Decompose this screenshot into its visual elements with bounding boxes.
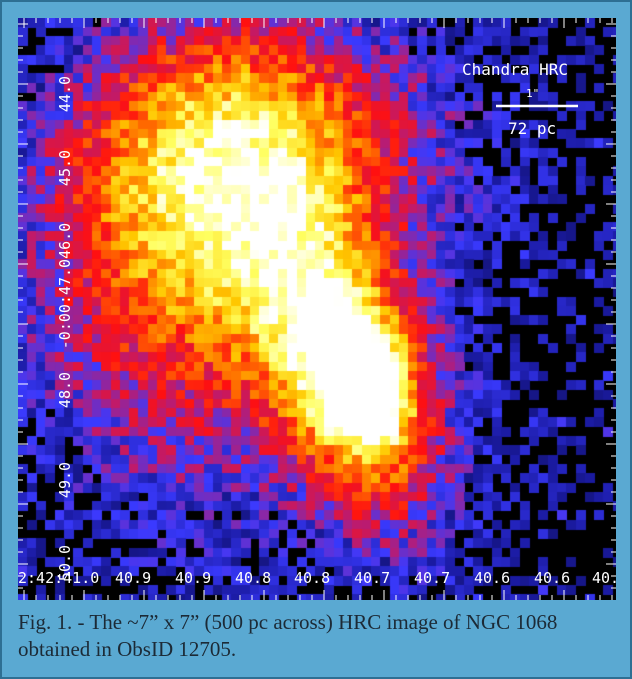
x-tick-label: 2:42:41.0 [18,569,99,587]
y-tick-label: 48.0 [56,372,74,408]
y-tick-label: 45.0 [56,150,74,186]
x-tick-label: 40.8 [294,569,330,587]
x-tick-label: 40.7 [414,569,450,587]
x-tick-label: 40.8 [235,569,271,587]
coordinate-overlay: Chandra HRC 1" 72 pc 2:42:41.0 40.9 40.9… [18,18,616,600]
x-tick-label: 40.9 [115,569,151,587]
x-tick-label: 40.9 [175,569,211,587]
figure-caption: Fig. 1. - The ~7” x 7” (500 pc across) H… [18,610,558,661]
x-axis-labels: 2:42:41.0 40.9 40.9 40.8 40.8 40.7 40.7 … [18,569,616,587]
y-axis-labels: 44.0 45.0 -0:00:47.046.0 48.0 49.0 50.0 [56,76,74,581]
instrument-label: Chandra HRC [462,60,568,79]
y-tick-label: 50.0 [56,545,74,581]
xray-intensity-image [18,18,616,600]
xray-image-panel: Chandra HRC 1" 72 pc 2:42:41.0 40.9 40.9… [18,18,616,600]
x-tick-label: 40.7 [354,569,390,587]
y-tick-label: -0:00:47.046.0 [56,223,74,349]
scalebar-distance-label: 72 pc [508,119,556,138]
x-tick-label: 40.6 [534,569,570,587]
scalebar-angle-label: 1" [526,87,539,100]
x-tick-label: 40.6 [474,569,510,587]
y-tick-label: 49.0 [56,462,74,498]
tick-marks [18,18,616,600]
x-tick-label: 40. [592,569,616,587]
y-tick-label: 44.0 [56,76,74,112]
